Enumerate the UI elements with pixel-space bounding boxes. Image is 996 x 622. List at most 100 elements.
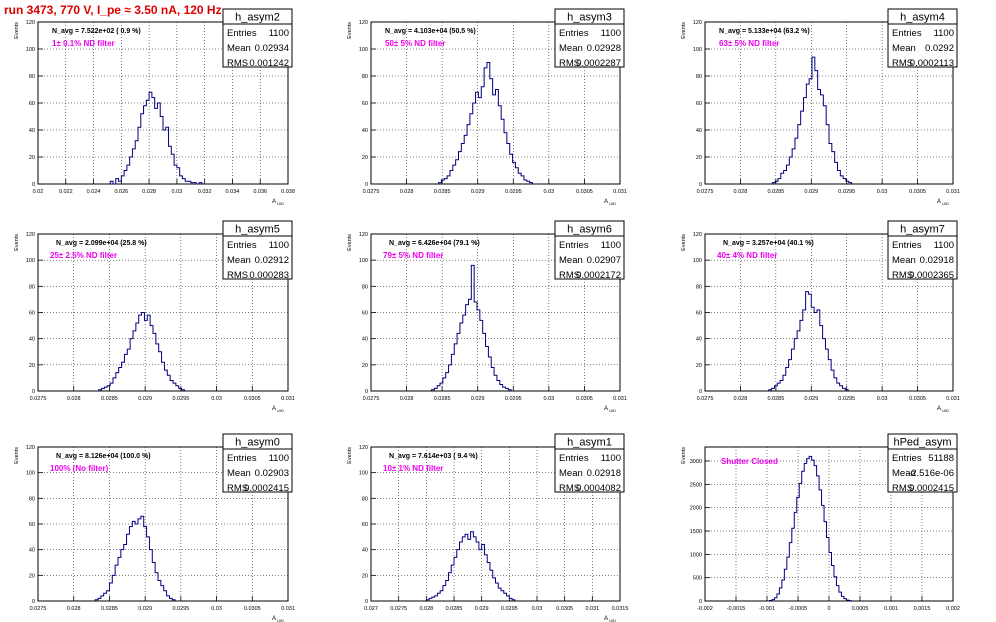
stats-box	[554, 433, 625, 493]
x-tick-label: 0.0285	[767, 189, 784, 195]
x-tick-label: 0.029	[804, 396, 818, 402]
x-tick-label: 0.032	[198, 189, 212, 195]
filter-annotation: 50± 5% ND filter	[385, 39, 445, 48]
stats-value: 1100	[601, 453, 621, 464]
stats-label: RMS	[559, 483, 580, 494]
x-tick-label: 0.031	[613, 396, 627, 402]
y-tick-label: 20	[29, 155, 35, 161]
x-tick-label: 0.0295	[501, 606, 518, 612]
stats-label: RMS	[559, 58, 580, 69]
x-tick-label: 0.0305	[576, 396, 593, 402]
x-axis-label: AUID	[937, 406, 949, 413]
stats-value: 0.001242	[249, 58, 289, 69]
y-tick-label: 120	[26, 445, 35, 451]
x-tick-label: 0.0275	[363, 189, 380, 195]
y-tick-label: 1000	[690, 552, 702, 558]
stats-label: Mean	[892, 468, 916, 479]
stats-box	[222, 433, 293, 493]
x-tick-label: 0.028	[734, 189, 748, 195]
x-tick-label: 0.031	[281, 396, 295, 402]
x-tick-label: 0.0285	[101, 606, 118, 612]
y-tick-label: 0	[699, 182, 702, 188]
navg-label: N_avg = 3.257e+04 (40.1 %)	[723, 240, 814, 247]
x-tick-label: 0.031	[281, 606, 295, 612]
stats-box	[887, 220, 958, 280]
y-tick-label: 0	[699, 389, 702, 395]
stats-label: Mean	[227, 255, 251, 266]
x-tick-label: 0.0285	[767, 396, 784, 402]
stats-box	[554, 8, 625, 68]
navg-label: N_avg = 4.103e+04 (50.5 %)	[385, 28, 476, 35]
x-tick-label: 0.0275	[30, 396, 47, 402]
y-tick-label: 60	[29, 101, 35, 107]
x-tick-label: 0.0005	[852, 606, 869, 612]
stats-value: 0.02928	[587, 43, 621, 54]
stats-label: Entries	[227, 28, 257, 39]
x-tick-label: 0.028	[734, 396, 748, 402]
stats-value: 0.0002287	[576, 58, 621, 69]
y-tick-label: 120	[26, 20, 35, 26]
x-tick-label: 0.0015	[914, 606, 931, 612]
y-tick-label: 2000	[690, 506, 702, 512]
y-tick-label: 60	[29, 522, 35, 528]
histogram-line	[94, 515, 176, 601]
chart-panel-h_asym1: 0.027 0.0275 0.028 0.0285 0.029 0.0295 0.03 0.0…	[347, 433, 629, 622]
y-tick-label: 120	[26, 232, 35, 238]
stats-label: Entries	[559, 240, 589, 251]
filter-annotation: 40± 4% ND filter	[717, 251, 777, 260]
x-tick-label: 0.028	[400, 189, 414, 195]
stats-value: 0.02918	[587, 468, 621, 479]
x-tick-label: 0.029	[804, 189, 818, 195]
stats-box	[554, 220, 625, 280]
y-tick-label: 0	[32, 182, 35, 188]
x-tick-label: 0.0275	[30, 606, 47, 612]
x-tick-label: -0.0005	[789, 606, 808, 612]
stats-label: RMS	[227, 270, 248, 281]
stats-label: Entries	[227, 240, 257, 251]
x-tick-label: 0.002	[946, 606, 960, 612]
stats-value: 0.0002113	[910, 58, 954, 69]
y-axis-label: Events	[347, 234, 353, 251]
stats-value: 1100	[269, 28, 289, 39]
stats-value: 0.0002415	[244, 483, 289, 494]
y-tick-label: 40	[696, 337, 702, 343]
y-tick-label: 3000	[690, 459, 702, 465]
x-axis-label: AUID	[272, 406, 284, 413]
x-tick-label: 0.0315	[612, 606, 629, 612]
stats-label: RMS	[227, 58, 248, 69]
stats-value: 0.0002172	[576, 270, 621, 281]
y-tick-label: 60	[696, 311, 702, 317]
y-tick-label: 0	[365, 389, 368, 395]
y-tick-label: 20	[29, 573, 35, 579]
stats-label: Mean	[559, 468, 583, 479]
stats-value: 0.0292	[925, 43, 954, 54]
stats-value: 0.02907	[587, 255, 621, 266]
histogram-name: h_asym6	[567, 224, 612, 236]
x-tick-label: 0.03	[543, 396, 554, 402]
x-tick-label: 0.029	[138, 396, 152, 402]
y-tick-label: 20	[696, 363, 702, 369]
x-tick-label: 0.027	[364, 606, 378, 612]
x-tick-label: 0.03	[877, 396, 888, 402]
stats-value: 1100	[601, 240, 621, 251]
y-tick-label: 100	[26, 258, 35, 264]
stats-label: Mean	[227, 43, 251, 54]
stats-box	[222, 8, 293, 68]
y-tick-label: 0	[699, 599, 702, 605]
stats-value: -2.516e-06	[908, 468, 954, 479]
y-tick-label: 80	[29, 496, 35, 502]
histogram-line	[430, 264, 512, 391]
filter-annotation: 100% (No filter)	[50, 464, 109, 473]
y-axis-label: Events	[681, 447, 687, 464]
x-tick-label: 0.03	[172, 189, 183, 195]
chart-panel-hPed_asym: -0.002 -0.0015 -0.001 -0.0005 0 0.0005 0.001 0.…	[681, 433, 960, 612]
stats-label: Entries	[892, 240, 922, 251]
x-tick-label: 0.031	[585, 606, 599, 612]
y-tick-label: 20	[362, 573, 368, 579]
y-tick-label: 0	[365, 182, 368, 188]
chart-panel-h_asym7: 0.0275 0.028 0.0285 0.029 0.0295 0.03 0.0305 0.…	[681, 220, 960, 413]
x-tick-label: 0.0275	[390, 606, 407, 612]
y-tick-label: 80	[29, 74, 35, 80]
y-tick-label: 20	[29, 363, 35, 369]
